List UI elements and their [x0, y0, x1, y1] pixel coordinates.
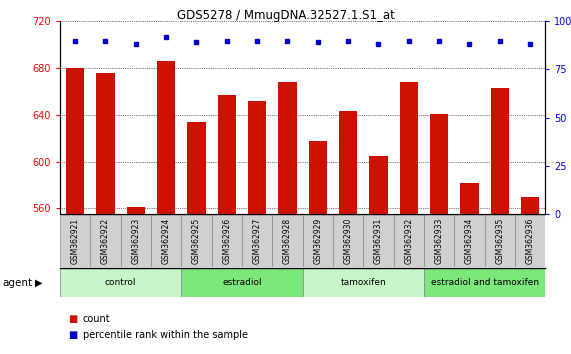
Bar	[521, 196, 539, 214]
Bar	[430, 114, 448, 214]
Text: estradiol: estradiol	[222, 278, 262, 287]
Text: GSM362927: GSM362927	[252, 218, 262, 264]
Text: GDS5278 / MmugDNA.32527.1.S1_at: GDS5278 / MmugDNA.32527.1.S1_at	[176, 9, 395, 22]
Text: ▶: ▶	[35, 278, 43, 288]
Bar	[333, 215, 363, 267]
Bar	[303, 268, 424, 297]
Text: GSM362923: GSM362923	[131, 218, 140, 264]
Bar	[369, 156, 388, 214]
Bar	[187, 122, 206, 214]
Text: count: count	[83, 314, 110, 324]
Bar	[157, 61, 175, 214]
Bar	[393, 215, 424, 267]
Bar	[278, 82, 296, 214]
Text: GSM362929: GSM362929	[313, 218, 322, 264]
Text: agent: agent	[3, 278, 33, 288]
Text: GSM362928: GSM362928	[283, 218, 292, 264]
Bar	[515, 215, 545, 267]
Text: GSM362931: GSM362931	[374, 218, 383, 264]
Text: control: control	[105, 278, 136, 287]
Bar	[60, 215, 90, 267]
Text: GSM362933: GSM362933	[435, 218, 444, 264]
Bar	[460, 183, 478, 214]
Bar	[127, 207, 145, 214]
Bar	[151, 215, 182, 267]
Text: GSM362932: GSM362932	[404, 218, 413, 264]
Bar	[120, 215, 151, 267]
Text: percentile rank within the sample: percentile rank within the sample	[83, 330, 248, 339]
Bar	[90, 215, 120, 267]
Bar	[455, 215, 485, 267]
Bar	[424, 268, 545, 297]
Text: GSM362935: GSM362935	[495, 218, 504, 264]
Text: GSM362926: GSM362926	[222, 218, 231, 264]
Bar	[248, 101, 266, 214]
Text: GSM362925: GSM362925	[192, 218, 201, 264]
Bar	[490, 88, 509, 214]
Bar	[218, 95, 236, 214]
Text: GSM362936: GSM362936	[526, 218, 534, 264]
Text: estradiol and tamoxifen: estradiol and tamoxifen	[431, 278, 538, 287]
Bar	[242, 215, 272, 267]
Bar	[485, 215, 515, 267]
Bar	[60, 268, 182, 297]
Bar	[272, 215, 303, 267]
Text: GSM362921: GSM362921	[71, 218, 79, 264]
Bar	[339, 111, 357, 214]
Text: tamoxifen: tamoxifen	[340, 278, 386, 287]
Bar	[303, 215, 333, 267]
Bar	[182, 268, 303, 297]
Text: ■: ■	[69, 314, 78, 324]
Text: GSM362924: GSM362924	[162, 218, 171, 264]
Bar	[96, 73, 115, 214]
Bar	[182, 215, 212, 267]
Bar	[400, 82, 418, 214]
Bar	[424, 215, 455, 267]
Bar	[309, 141, 327, 214]
Text: GSM362922: GSM362922	[101, 218, 110, 264]
Text: GSM362930: GSM362930	[344, 218, 353, 264]
Text: GSM362934: GSM362934	[465, 218, 474, 264]
Bar	[66, 68, 85, 214]
Text: ■: ■	[69, 330, 78, 339]
Bar	[212, 215, 242, 267]
Bar	[363, 215, 393, 267]
